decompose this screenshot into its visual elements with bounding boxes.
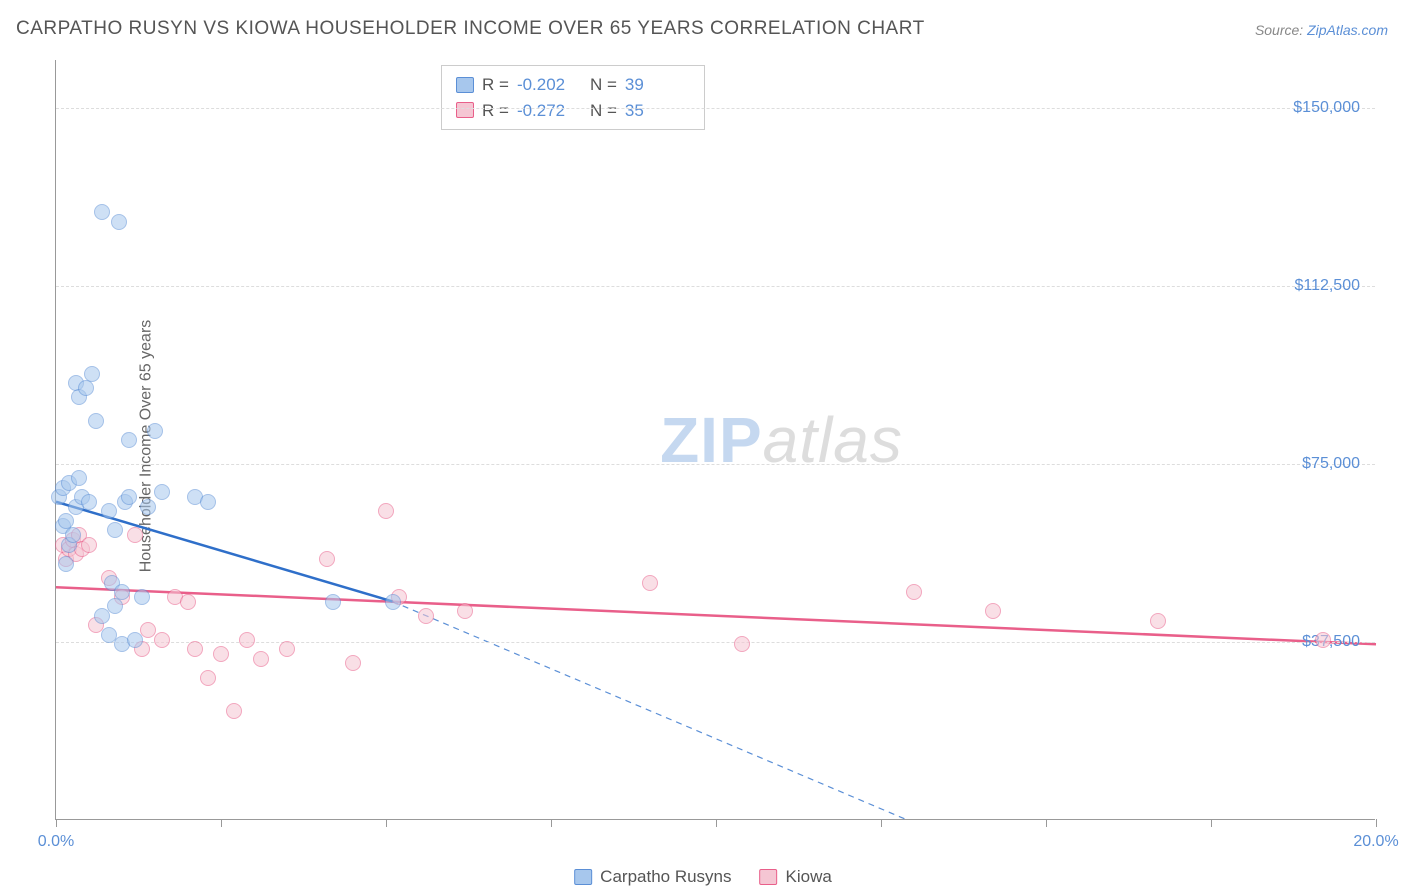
scatter-point-a [114,584,130,600]
scatter-point-a [200,494,216,510]
scatter-point-b [906,584,922,600]
scatter-point-b [187,641,203,657]
source-attribution: Source: ZipAtlas.com [1255,22,1388,38]
scatter-point-b [200,670,216,686]
scatter-point-b [81,537,97,553]
gridline-h [56,464,1375,465]
scatter-point-a [325,594,341,610]
scatter-point-b [378,503,394,519]
x-tick [551,819,552,827]
x-tick-label: 20.0% [1353,833,1398,851]
legend-label-a: Carpatho Rusyns [600,867,731,887]
scatter-point-b [279,641,295,657]
legend-label-b: Kiowa [786,867,832,887]
y-tick-label: $150,000 [1293,99,1360,117]
y-tick-label: $112,500 [1294,277,1360,295]
scatter-point-b [734,636,750,652]
scatter-point-b [226,703,242,719]
scatter-point-b [345,655,361,671]
watermark: ZIPatlas [660,403,903,477]
y-tick-label: $75,000 [1302,455,1360,473]
scatter-point-a [134,589,150,605]
scatter-point-a [107,598,123,614]
scatter-point-a [127,632,143,648]
scatter-point-b [213,646,229,662]
scatter-point-b [985,603,1001,619]
x-tick [881,819,882,827]
x-tick [56,819,57,827]
scatter-point-a [81,494,97,510]
legend-item-b: Kiowa [760,867,832,887]
scatter-point-a [88,413,104,429]
gridline-h [56,286,1375,287]
scatter-point-b [418,608,434,624]
scatter-point-b [180,594,196,610]
stats-r-label: R = [482,72,509,98]
y-tick-label: $37,500 [1302,633,1360,651]
scatter-point-a [154,484,170,500]
stats-n-value-b: 35 [625,98,690,124]
scatter-plot-area: ZIPatlas R = -0.202 N = 39 R = -0.272 N … [55,60,1375,820]
scatter-point-a [101,503,117,519]
stats-r-label: R = [482,98,509,124]
x-tick [221,819,222,827]
x-tick-label: 0.0% [38,833,74,851]
scatter-point-b [1150,613,1166,629]
scatter-point-a [385,594,401,610]
stats-n-value-a: 39 [625,72,690,98]
scatter-point-b [154,632,170,648]
bottom-legend: Carpatho Rusyns Kiowa [574,867,832,887]
scatter-point-b [1315,632,1331,648]
scatter-point-a [65,527,81,543]
regression-lines-layer [56,60,1375,819]
scatter-point-a [121,489,137,505]
legend-item-a: Carpatho Rusyns [574,867,731,887]
x-tick [386,819,387,827]
swatch-series-a [456,77,474,93]
scatter-point-b [127,527,143,543]
stats-row-series-a: R = -0.202 N = 39 [456,72,690,98]
scatter-point-b [239,632,255,648]
x-tick [716,819,717,827]
scatter-point-a [107,522,123,538]
scatter-point-a [147,423,163,439]
regression-line [393,602,908,821]
stats-r-value-a: -0.202 [517,72,582,98]
scatter-point-a [84,366,100,382]
source-link[interactable]: ZipAtlas.com [1307,22,1388,38]
swatch-series-b [456,102,474,118]
stats-r-value-b: -0.272 [517,98,582,124]
x-tick [1211,819,1212,827]
scatter-point-a [94,204,110,220]
stats-row-series-b: R = -0.272 N = 35 [456,98,690,124]
scatter-point-a [111,214,127,230]
scatter-point-b [253,651,269,667]
scatter-point-a [78,380,94,396]
scatter-point-a [71,470,87,486]
legend-swatch-b [760,869,778,885]
x-tick [1376,819,1377,827]
scatter-point-b [319,551,335,567]
chart-title: CARPATHO RUSYN VS KIOWA HOUSEHOLDER INCO… [16,18,925,40]
gridline-h [56,108,1375,109]
scatter-point-a [58,556,74,572]
x-tick [1046,819,1047,827]
source-label: Source: [1255,22,1303,38]
correlation-stats-box: R = -0.202 N = 39 R = -0.272 N = 35 [441,65,705,130]
scatter-point-b [642,575,658,591]
stats-n-label: N = [590,98,617,124]
legend-swatch-a [574,869,592,885]
scatter-point-a [121,432,137,448]
scatter-point-a [140,499,156,515]
stats-n-label: N = [590,72,617,98]
scatter-point-b [457,603,473,619]
